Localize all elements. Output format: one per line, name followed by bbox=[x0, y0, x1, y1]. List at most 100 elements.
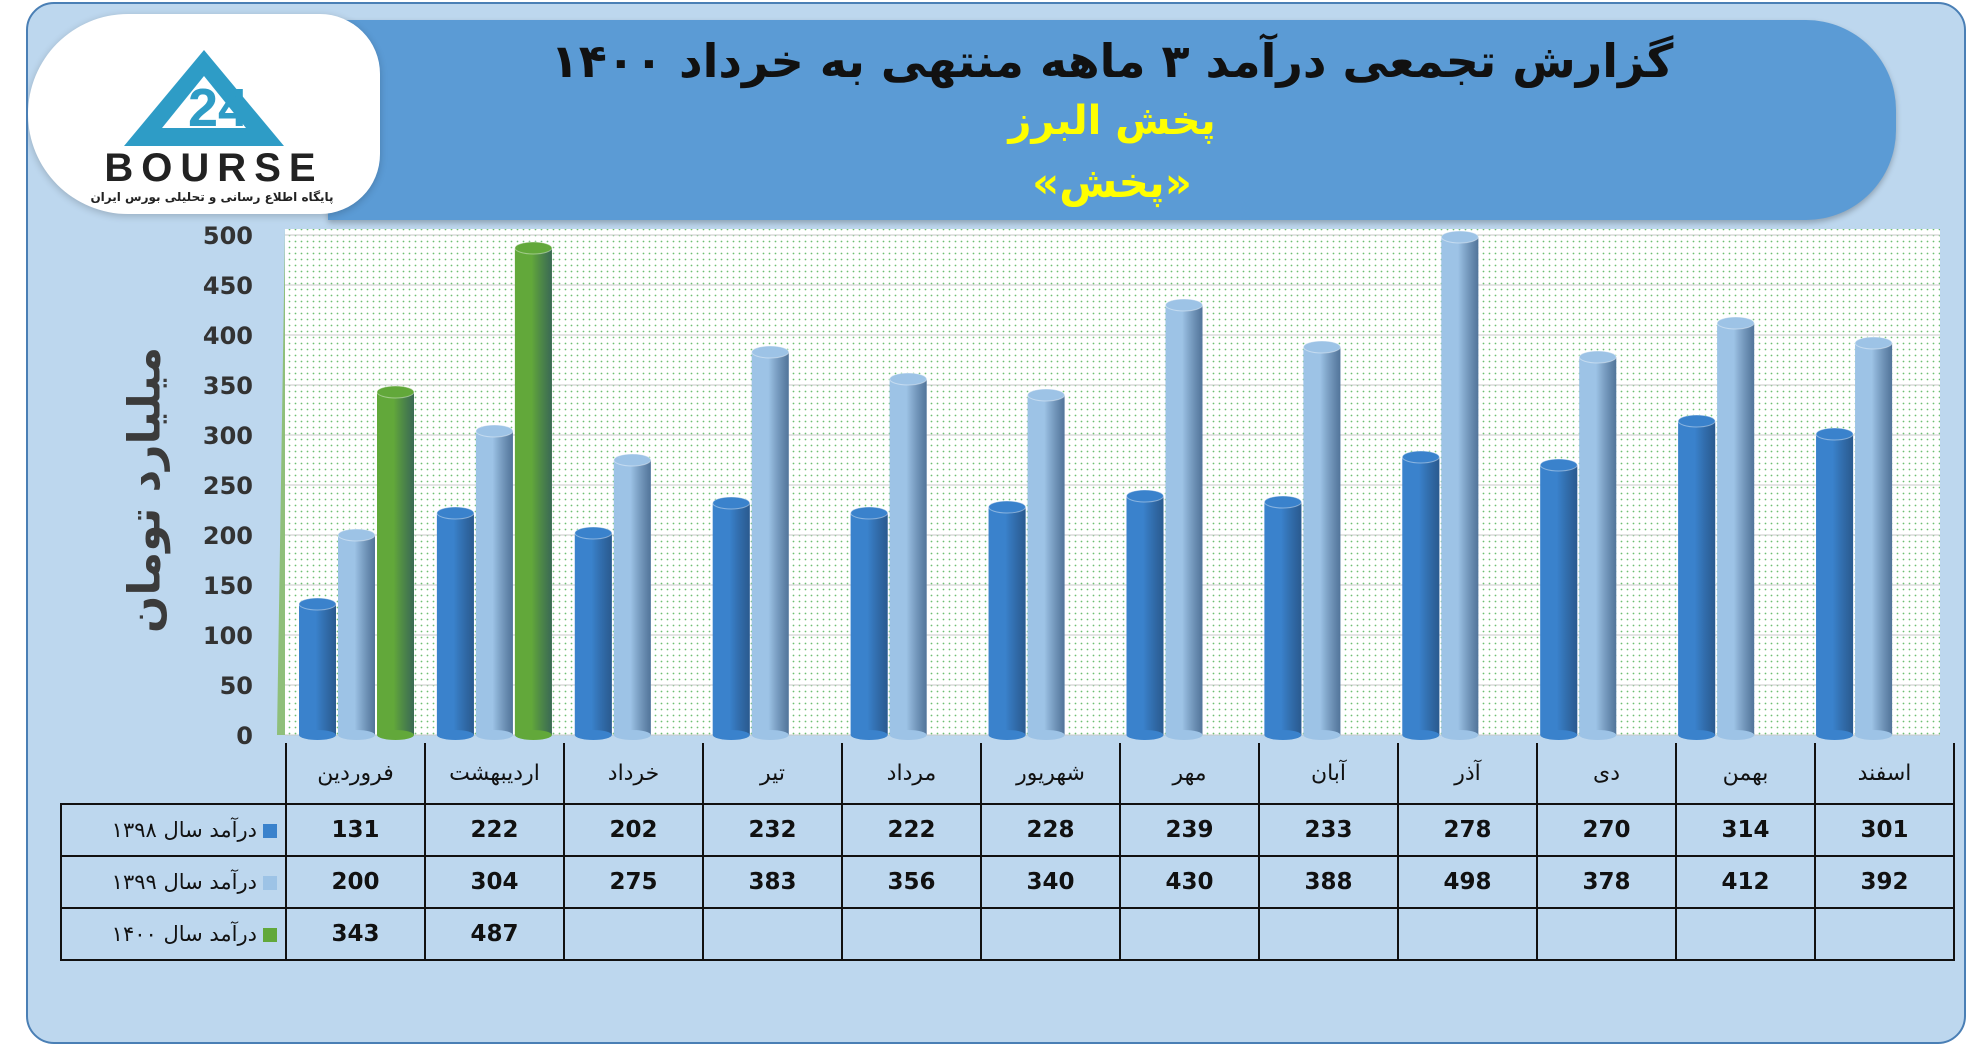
series-name: درآمد سال ۱۳۹۸ bbox=[111, 818, 257, 842]
bar bbox=[1716, 316, 1755, 740]
y-tick-label: 500 bbox=[203, 222, 253, 250]
value-cell bbox=[1119, 907, 1260, 961]
bar-base bbox=[1165, 730, 1203, 740]
bar-cap bbox=[1716, 316, 1755, 330]
value-cell bbox=[702, 907, 843, 961]
bourse-logo: 24 BOURSE پایگاه اطلاع رسانی و تحلیلی بو… bbox=[28, 14, 380, 214]
value-cell: 412 bbox=[1675, 855, 1816, 909]
bar-shade bbox=[1678, 421, 1716, 735]
ticker-symbol: «پخش» bbox=[1032, 158, 1192, 207]
bar-shade bbox=[889, 379, 927, 735]
bar-shade bbox=[1264, 502, 1302, 735]
y-tick-label: 300 bbox=[203, 422, 253, 450]
category-label: اردیبهشت bbox=[424, 743, 565, 805]
category-label: فروردین bbox=[285, 743, 426, 805]
bar-base bbox=[1027, 730, 1065, 740]
bar bbox=[1165, 298, 1203, 740]
value-cell: 200 bbox=[285, 855, 426, 909]
bar bbox=[889, 372, 928, 740]
value-cell: 356 bbox=[841, 855, 982, 909]
bar-base bbox=[514, 730, 552, 740]
bar bbox=[436, 506, 475, 740]
bar-base bbox=[1303, 730, 1341, 740]
value-cell: 383 bbox=[702, 855, 843, 909]
bar-cap bbox=[1815, 427, 1854, 441]
bar-base bbox=[1264, 730, 1302, 740]
value-cell: 378 bbox=[1536, 855, 1677, 909]
bar-shade bbox=[475, 431, 513, 735]
series-label: درآمد سال ۱۳۹۸ bbox=[60, 803, 287, 857]
value-cell: 233 bbox=[1258, 803, 1399, 857]
value-cell: 202 bbox=[563, 803, 704, 857]
bar-cap bbox=[988, 500, 1027, 514]
value-cell: 314 bbox=[1675, 803, 1816, 857]
bar-base bbox=[377, 730, 414, 740]
bar bbox=[1401, 450, 1440, 740]
bar-shade bbox=[1579, 357, 1617, 735]
bar-shade bbox=[1855, 343, 1893, 735]
logo-mark-icon: 24 bbox=[124, 50, 284, 146]
bar-shade bbox=[1027, 395, 1065, 735]
category-label: بهمن bbox=[1675, 743, 1816, 805]
bar-cap bbox=[1027, 388, 1066, 402]
value-cell bbox=[980, 907, 1121, 961]
bar-cap bbox=[850, 506, 889, 520]
bar-base bbox=[988, 730, 1026, 740]
value-cell: 278 bbox=[1397, 803, 1538, 857]
bar-cap bbox=[1401, 450, 1440, 464]
bar bbox=[751, 345, 790, 740]
bar-shade bbox=[751, 352, 789, 735]
bar-base bbox=[613, 730, 651, 740]
bar bbox=[613, 453, 652, 740]
value-cell: 270 bbox=[1536, 803, 1677, 857]
series-name: درآمد سال ۱۳۹۹ bbox=[111, 870, 257, 894]
value-cell: 392 bbox=[1814, 855, 1955, 909]
value-cell: 340 bbox=[980, 855, 1121, 909]
bar-cap bbox=[574, 526, 613, 540]
legend-swatch bbox=[263, 876, 277, 890]
bar-cap bbox=[1126, 489, 1164, 503]
bar-cap bbox=[376, 385, 415, 399]
bar-shade bbox=[1441, 237, 1479, 735]
category-label: اسفند bbox=[1814, 743, 1955, 805]
bar bbox=[337, 528, 376, 740]
bar-base bbox=[574, 730, 612, 740]
bar-shade bbox=[613, 460, 651, 735]
bar-base bbox=[1678, 730, 1716, 740]
bar-cap bbox=[1677, 414, 1716, 428]
bar-shade bbox=[712, 503, 750, 735]
table-corner bbox=[61, 743, 286, 804]
bar bbox=[376, 385, 415, 740]
bar-shade bbox=[1165, 305, 1203, 735]
bar-cap bbox=[337, 528, 376, 542]
category-label: آبان bbox=[1258, 743, 1399, 805]
value-cell bbox=[1536, 907, 1677, 961]
category-label: مهر bbox=[1119, 743, 1260, 805]
series-label: درآمد سال ۱۳۹۹ bbox=[60, 855, 287, 909]
bar bbox=[1677, 414, 1716, 740]
bar bbox=[1539, 458, 1578, 740]
value-cell: 498 bbox=[1397, 855, 1538, 909]
bar bbox=[1126, 489, 1164, 740]
bar-shade bbox=[299, 604, 336, 735]
bar bbox=[1815, 427, 1854, 740]
value-cell: 228 bbox=[980, 803, 1121, 857]
value-cell bbox=[1814, 907, 1955, 961]
bar bbox=[1302, 340, 1341, 740]
value-cell: 388 bbox=[1258, 855, 1399, 909]
bar-base bbox=[1855, 730, 1893, 740]
bar bbox=[1027, 388, 1066, 740]
series-name: درآمد سال ۱۴۰۰ bbox=[111, 922, 257, 946]
value-cell: 131 bbox=[285, 803, 426, 857]
bar-base bbox=[889, 730, 927, 740]
company-name: پخش البرز bbox=[1008, 98, 1216, 144]
value-cell: 232 bbox=[702, 803, 843, 857]
bar-shade bbox=[1717, 323, 1755, 735]
bar bbox=[1440, 230, 1479, 740]
bar-base bbox=[1717, 730, 1755, 740]
value-cell bbox=[1397, 907, 1538, 961]
logo-subtitle: پایگاه اطلاع رسانی و تحلیلی بورس ایران bbox=[90, 190, 334, 204]
category-label: شهریور bbox=[980, 743, 1121, 805]
bar-base bbox=[1579, 730, 1617, 740]
